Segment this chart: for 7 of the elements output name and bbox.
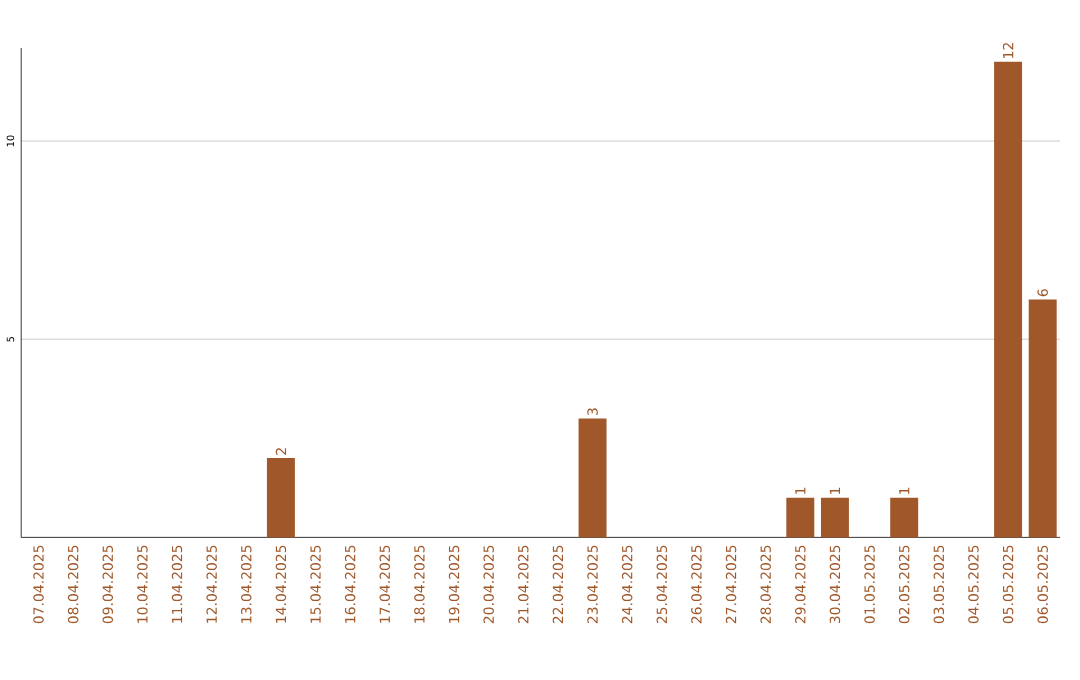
bar — [1028, 299, 1057, 538]
bar — [578, 418, 607, 538]
bar — [890, 498, 919, 538]
bar — [266, 458, 295, 538]
bar — [786, 498, 815, 538]
bar — [820, 498, 849, 538]
bar — [994, 62, 1023, 538]
